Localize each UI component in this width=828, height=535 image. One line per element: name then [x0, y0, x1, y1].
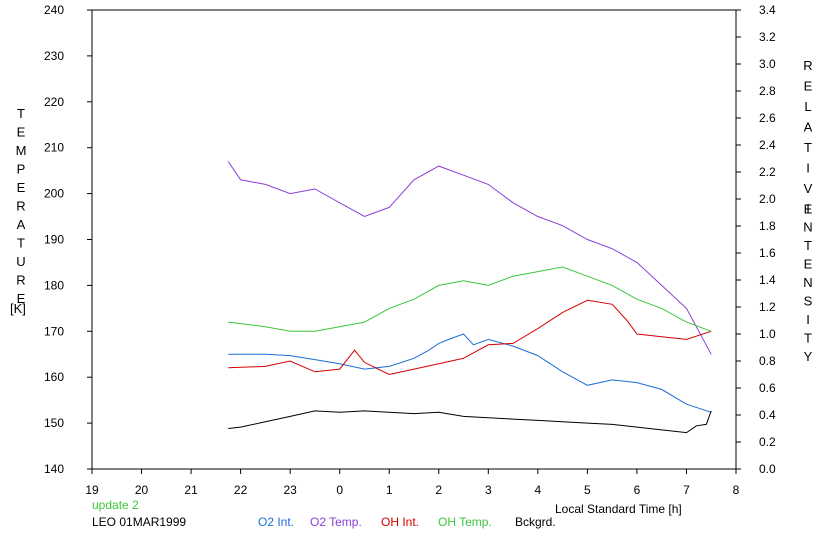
x-tick-label: 20 — [135, 483, 149, 497]
y-right-tick-label: 0.0 — [759, 462, 776, 476]
y-axis-left: 140 150 160 170 180 190 200 210 220 230 240 — [44, 3, 92, 476]
x-tick-label: 1 — [386, 483, 393, 497]
y-left-tick-label: 200 — [44, 187, 64, 201]
y-left-title-letter: A — [17, 217, 26, 232]
y-right-tick-label: 0.2 — [759, 435, 776, 449]
x-axis-label: Local Standard Time [h] — [555, 502, 682, 516]
series-line-o2-int — [228, 333, 712, 413]
y-right-title-letter: E — [804, 202, 813, 217]
y-axis-left-unit: [K] — [10, 301, 26, 316]
series-group — [227, 161, 712, 434]
y-right-tick-label: 2.2 — [759, 165, 776, 179]
y-left-title-letter: E — [17, 291, 26, 306]
series-line-oh-int — [228, 299, 712, 376]
y-left-title-letter: R — [16, 199, 25, 214]
y-right-tick-label: 1.6 — [759, 246, 776, 260]
y-right-tick-label: 0.6 — [759, 381, 776, 395]
legend-oh-temp: OH Temp. — [438, 515, 492, 529]
y-left-tick-label: 210 — [44, 141, 64, 155]
y-left-title-letter: M — [16, 143, 27, 158]
series-line-bckgrd — [228, 410, 712, 434]
y-left-title-letter: E — [17, 180, 26, 195]
y-right-tick-label: 2.4 — [759, 138, 776, 152]
series-line-oh-temp — [228, 266, 712, 332]
y-right-tick-label: 3.4 — [759, 3, 776, 17]
x-tick-label: 23 — [283, 483, 297, 497]
y-right-title-letter: T — [804, 331, 812, 346]
legend-o2-temp: O2 Temp. — [310, 515, 362, 529]
y-right-title-letter: Y — [804, 349, 813, 364]
y-right-tick-label: 0.8 — [759, 354, 776, 368]
y-left-tick-label: 170 — [44, 324, 64, 338]
legend-o2-int: O2 Int. — [258, 515, 295, 529]
station-date-label: LEO 01MAR1999 — [92, 515, 187, 529]
y-left-title-letter: E — [17, 125, 26, 140]
x-tick-label: 19 — [85, 483, 99, 497]
x-tick-label: 6 — [634, 483, 641, 497]
y-left-title-letter: R — [16, 273, 25, 288]
y-right-title-letter: L — [804, 99, 811, 114]
y-left-title-letter: U — [16, 254, 25, 269]
y-left-tick-label: 230 — [44, 49, 64, 63]
x-tick-label: 0 — [336, 483, 343, 497]
x-tick-label: 5 — [584, 483, 591, 497]
y-right-title-letter: N — [803, 275, 812, 290]
x-tick-label: 2 — [435, 483, 442, 497]
plot-frame — [91, 9, 737, 470]
y-right-tick-label: 1.0 — [759, 327, 776, 341]
y-right-title-letter: T — [804, 140, 812, 155]
x-axis: 19 20 21 22 23 0 1 2 3 4 5 6 7 8 — [85, 469, 740, 497]
y-right-title-letter: T — [804, 238, 812, 253]
y-right-title-letter: I — [806, 161, 810, 176]
y-left-title-letter: T — [17, 106, 25, 121]
y-right-title-letter: E — [804, 79, 813, 94]
x-tick-label: 3 — [485, 483, 492, 497]
y-right-title-letter: V — [804, 181, 813, 196]
y-right-tick-label: 1.2 — [759, 300, 776, 314]
y-right-title-letter: I — [806, 201, 810, 216]
update-label: update 2 — [92, 498, 139, 512]
y-left-tick-label: 180 — [44, 278, 64, 292]
y-left-tick-label: 220 — [44, 95, 64, 109]
y-right-tick-label: 1.8 — [759, 219, 776, 233]
legend-bckgrd: Bckgrd. — [515, 515, 556, 529]
y-right-title-letter: S — [804, 294, 813, 309]
y-right-title-letter: N — [803, 220, 812, 235]
y-right-title-letter: A — [804, 120, 813, 135]
y-left-tick-label: 150 — [44, 416, 64, 430]
y-left-title-letter: P — [17, 162, 26, 177]
y-right-tick-label: 1.4 — [759, 273, 776, 287]
x-tick-label: 21 — [184, 483, 198, 497]
legend-oh-int: OH Int. — [381, 515, 420, 529]
y-left-title-letter: T — [17, 236, 25, 251]
y-left-tick-label: 140 — [44, 462, 64, 476]
x-tick-label: 8 — [733, 483, 740, 497]
y-right-tick-label: 3.0 — [759, 57, 776, 71]
y-right-tick-label: 2.0 — [759, 192, 776, 206]
y-right-title-letter: R — [803, 58, 812, 73]
x-tick-label: 7 — [683, 483, 690, 497]
y-right-tick-label: 2.8 — [759, 84, 776, 98]
series-line-o2-temp — [227, 161, 712, 355]
y-left-tick-label: 240 — [44, 3, 64, 17]
y-right-tick-label: 3.2 — [759, 30, 776, 44]
y-left-tick-label: 190 — [44, 233, 64, 247]
x-tick-label: 4 — [535, 483, 542, 497]
y-left-tick-label: 160 — [44, 370, 64, 384]
y-right-title-letter: E — [804, 257, 813, 272]
y-right-title-letter: I — [806, 312, 810, 327]
y-axis-right: 0.0 0.2 0.4 0.6 0.8 1.0 1.2 1.4 1.6 1.8 2.0 2.2 2.4 2… — [736, 3, 776, 476]
y-right-tick-label: 0.4 — [759, 408, 776, 422]
y-right-tick-label: 2.6 — [759, 111, 776, 125]
x-tick-label: 22 — [234, 483, 248, 497]
